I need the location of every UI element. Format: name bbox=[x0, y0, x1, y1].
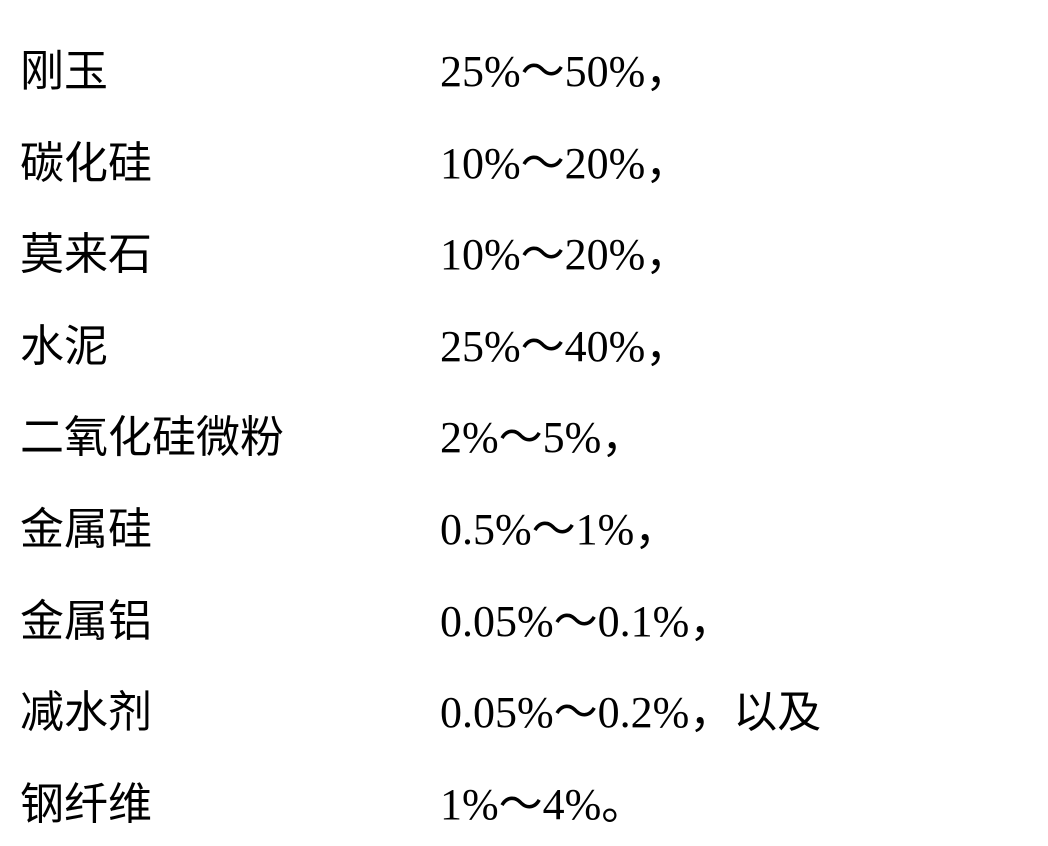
percentage-range: 0.05%～0.1%， bbox=[440, 580, 733, 664]
composition-table: 刚玉 25%～50%， 碳化硅 10%～20%， 莫来石 10%～20%， 水泥… bbox=[20, 30, 1028, 846]
material-name: 钢纤维 bbox=[20, 763, 440, 846]
percentage-range: 1%～4%。 bbox=[440, 763, 645, 846]
material-name: 金属铝 bbox=[20, 580, 440, 664]
percentage-range: 0.05%～0.2%，以及 bbox=[440, 671, 821, 755]
percentage-range: 0.5%～1%， bbox=[440, 488, 678, 572]
table-row: 刚玉 25%～50%， bbox=[20, 30, 1028, 114]
percentage-range: 25%～40%， bbox=[440, 305, 689, 389]
percentage-range: 2%～5%， bbox=[440, 396, 645, 480]
material-name: 刚玉 bbox=[20, 30, 440, 114]
percentage-range: 10%～20%， bbox=[440, 213, 689, 297]
material-name: 莫来石 bbox=[20, 213, 440, 297]
material-name: 金属硅 bbox=[20, 488, 440, 572]
table-row: 水泥 25%～40%， bbox=[20, 305, 1028, 389]
table-row: 二氧化硅微粉 2%～5%， bbox=[20, 396, 1028, 480]
table-row: 钢纤维 1%～4%。 bbox=[20, 763, 1028, 846]
table-row: 减水剂 0.05%～0.2%，以及 bbox=[20, 671, 1028, 755]
table-row: 金属硅 0.5%～1%， bbox=[20, 488, 1028, 572]
percentage-range: 25%～50%， bbox=[440, 30, 689, 114]
material-name: 碳化硅 bbox=[20, 122, 440, 206]
percentage-range: 10%～20%， bbox=[440, 122, 689, 206]
table-row: 金属铝 0.05%～0.1%， bbox=[20, 580, 1028, 664]
material-name: 二氧化硅微粉 bbox=[20, 396, 440, 480]
material-name: 水泥 bbox=[20, 305, 440, 389]
table-row: 莫来石 10%～20%， bbox=[20, 213, 1028, 297]
material-name: 减水剂 bbox=[20, 671, 440, 755]
table-row: 碳化硅 10%～20%， bbox=[20, 122, 1028, 206]
